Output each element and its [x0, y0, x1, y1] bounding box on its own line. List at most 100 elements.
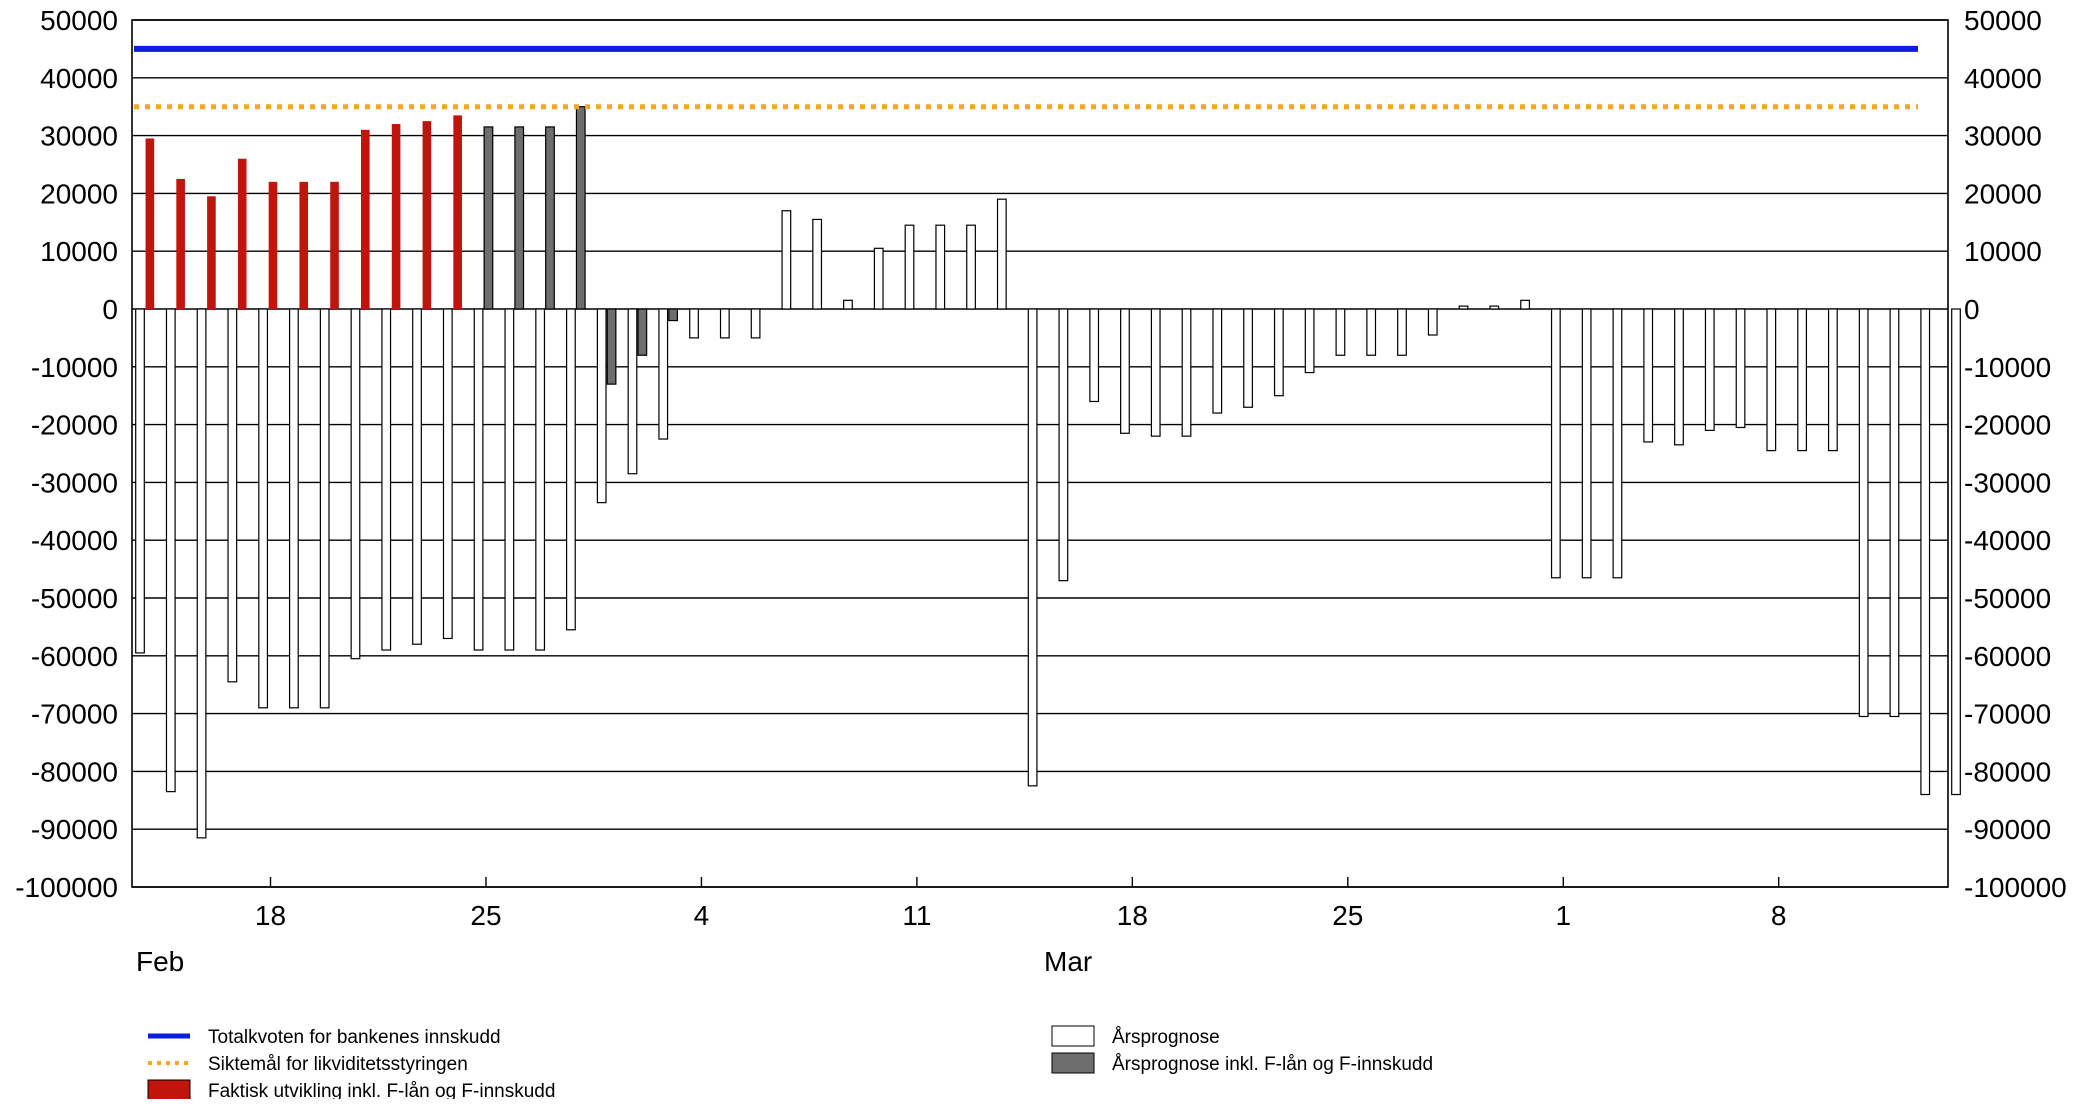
bar-arsprognose	[1058, 308, 1069, 582]
y-tick-label-left: -80000	[31, 756, 118, 787]
bar-arsprognose	[658, 308, 669, 440]
x-tick-label: 18	[1117, 900, 1148, 931]
y-tick-label-left: -90000	[31, 814, 118, 845]
bar-arsprognose-inkl	[483, 126, 494, 310]
axis-layer: 50000 50000 40000 40000 30000 30000 20000 20000…	[15, 5, 2067, 977]
legend-swatch-box	[147, 1079, 191, 1101]
y-tick-label-left: 20000	[40, 178, 118, 209]
plot-frame	[131, 19, 1949, 888]
bar-arsprognose	[1243, 308, 1253, 408]
bar-arsprognose	[350, 308, 361, 660]
bar-faktisk	[453, 115, 462, 310]
bar-arsprognose-inkl	[668, 308, 679, 322]
y-tick-label-right: -90000	[1964, 814, 2051, 845]
bar-faktisk	[299, 181, 309, 309]
bar-arsprognose	[812, 218, 823, 310]
y-tick-label-right: 40000	[1964, 63, 2042, 94]
reference-lines-layer	[134, 45, 1918, 110]
y-tick-label-right: -80000	[1964, 756, 2051, 787]
y-tick-label-right: -70000	[1964, 699, 2051, 730]
y-tick-label-right: 10000	[1964, 236, 2042, 267]
bar-arsprognose	[535, 308, 546, 651]
month-label: Feb	[136, 946, 184, 977]
bars-layer	[135, 106, 1961, 839]
y-tick-label-left: -40000	[31, 525, 118, 556]
bar-arsprognose	[196, 308, 207, 839]
bar-arsprognose-inkl	[606, 308, 617, 385]
bar-arsprognose	[843, 299, 853, 310]
grid-layer	[132, 19, 1948, 888]
bar-arsprognose	[1089, 308, 1100, 403]
x-tick-label: 25	[470, 900, 501, 931]
bar-arsprognose-inkl	[545, 126, 555, 310]
bar-arsprognose	[1889, 308, 1900, 718]
bar-arsprognose-inkl	[575, 106, 586, 310]
bar-arsprognose	[1366, 308, 1377, 356]
bar-arsprognose	[473, 308, 484, 651]
bar-faktisk	[176, 178, 185, 309]
bar-faktisk	[422, 121, 432, 310]
x-tick-label: 8	[1771, 900, 1787, 931]
bar-arsprognose	[596, 308, 607, 504]
bar-arsprognose	[1827, 308, 1838, 452]
x-tick-label: 11	[902, 900, 931, 931]
bar-arsprognose	[504, 308, 515, 651]
legend-label: Totalkvoten for bankenes innskudd	[208, 1027, 501, 1048]
y-tick-label-left: -70000	[31, 699, 118, 730]
y-tick-label-right: -100000	[1964, 872, 2067, 903]
bar-arsprognose	[1951, 308, 1961, 796]
y-tick-label-left: 30000	[40, 121, 118, 152]
bar-arsprognose	[1150, 308, 1161, 437]
bar-arsprognose	[165, 308, 176, 793]
x-tick-label: 18	[255, 900, 286, 931]
bar-arsprognose	[719, 308, 730, 339]
bar-arsprognose	[1550, 308, 1561, 579]
bar-arsprognose-inkl	[514, 126, 525, 310]
y-tick-label-right: -30000	[1964, 467, 2051, 498]
bar-arsprognose	[135, 308, 145, 654]
bar-arsprognose	[750, 308, 761, 339]
bar-arsprognose	[781, 210, 792, 310]
bar-arsprognose	[1335, 308, 1346, 356]
y-tick-label-right: -40000	[1964, 525, 2051, 556]
bar-arsprognose	[1797, 308, 1808, 452]
bar-faktisk	[361, 129, 370, 309]
y-tick-label-right: 20000	[1964, 178, 2042, 209]
bar-arsprognose	[689, 308, 699, 339]
legend-label: Årsprognose inkl. F-lån og F-innskudd	[1112, 1054, 1433, 1075]
bar-arsprognose	[873, 247, 884, 310]
y-tick-label-right: -60000	[1964, 641, 2051, 672]
bar-arsprognose	[566, 308, 576, 631]
y-tick-label-right: 50000	[1964, 5, 2042, 36]
bar-arsprognose	[1304, 308, 1315, 374]
bar-arsprognose	[1858, 308, 1869, 718]
legend-label: Siktemål for likviditetsstyringen	[208, 1054, 468, 1075]
bar-faktisk	[391, 124, 401, 309]
bar-arsprognose	[1581, 308, 1592, 579]
x-tick-label: 4	[694, 900, 710, 931]
bar-arsprognose	[1920, 308, 1931, 796]
bar-arsprognose	[1612, 308, 1623, 579]
bar-arsprognose	[1674, 308, 1684, 446]
bar-arsprognose	[904, 224, 915, 310]
bar-arsprognose	[1520, 299, 1530, 310]
legend-swatch-box	[1051, 1025, 1095, 1047]
y-tick-label-right: -10000	[1964, 352, 2051, 383]
bar-arsprognose	[227, 308, 238, 683]
bar-arsprognose	[1212, 308, 1223, 414]
bar-arsprognose	[1735, 308, 1746, 429]
bar-arsprognose	[1397, 308, 1407, 356]
y-tick-label-right: -50000	[1964, 583, 2051, 614]
x-tick-label: 1	[1555, 900, 1571, 931]
legend-label: Faktisk utvikling inkl. F-lån og F-innsk…	[208, 1081, 555, 1099]
bar-arsprognose	[935, 224, 946, 310]
bar-arsprognose	[319, 308, 330, 709]
bar-arsprognose	[627, 308, 638, 475]
bar-arsprognose	[966, 224, 976, 310]
legend-label: Årsprognose	[1112, 1027, 1220, 1048]
bar-arsprognose	[412, 308, 422, 645]
y-tick-label-left: 40000	[40, 63, 118, 94]
bar-arsprognose	[996, 198, 1007, 310]
